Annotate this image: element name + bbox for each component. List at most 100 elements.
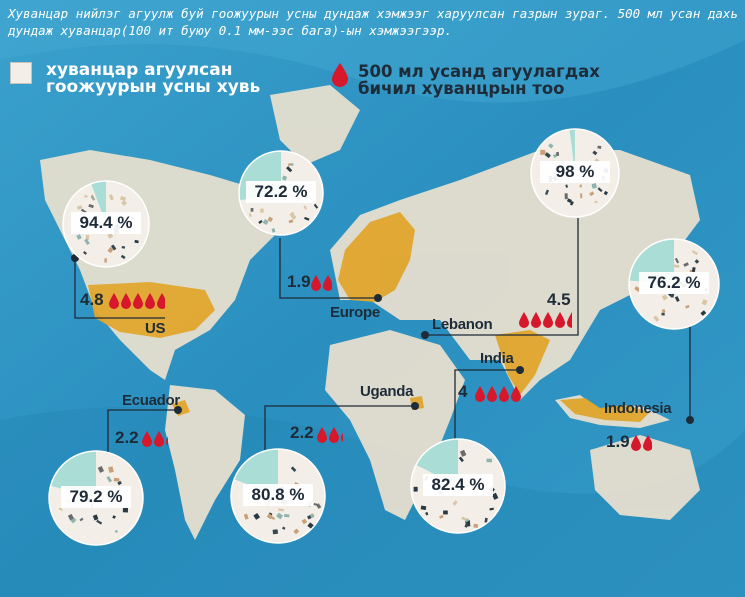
microplastic-count-value: 4.5 <box>547 290 571 309</box>
microplastic-count-value: 2.2 <box>290 423 314 442</box>
microplastic-drops <box>519 312 572 328</box>
plastic-speck <box>281 175 288 181</box>
plastic-speck <box>564 193 568 200</box>
plastic-speck <box>661 312 665 316</box>
plastic-speck <box>290 213 297 220</box>
plastic-speck <box>106 476 113 483</box>
plastic-speck <box>79 517 84 522</box>
microplastic-count-value: 1.9 <box>287 272 311 291</box>
pie-outline <box>48 450 144 546</box>
plastic-speck <box>107 232 114 239</box>
drop-icon <box>166 436 168 446</box>
plastic-speck <box>88 203 94 209</box>
drop-icon <box>511 386 521 402</box>
plastic-share-value: 80.8 % <box>243 484 313 506</box>
drop-icon <box>519 312 529 328</box>
plastic-speck <box>290 466 297 472</box>
plastic-share-legend-label: хуванцар агуулсан гоожуурын усны хувь <box>46 60 261 97</box>
plastic-speck <box>267 216 274 223</box>
plastic-speck <box>112 515 116 519</box>
plastic-speck <box>97 466 105 473</box>
map-subtitle: Хуванцар нийлэг агуулж буй гоожуурын усн… <box>8 6 738 38</box>
country-label: Ecuador <box>122 392 180 409</box>
plastic-speck <box>303 205 308 210</box>
plastic-share-value: 76.2 % <box>639 272 709 294</box>
plastic-speck <box>691 250 699 255</box>
plastic-speck <box>685 304 690 309</box>
plastic-speck <box>107 246 114 254</box>
plastic-speck <box>313 503 318 506</box>
plastic-speck <box>313 203 319 209</box>
pie-outline <box>628 238 720 330</box>
drop-icon <box>543 312 553 328</box>
plastic-share-value: 82.4 % <box>423 474 493 496</box>
drop-icon <box>121 293 131 309</box>
drop-icon <box>154 431 164 447</box>
pie-outline <box>410 438 506 534</box>
plastic-speck <box>108 466 114 473</box>
plastic-speck <box>286 166 293 173</box>
plastic-speck <box>661 309 666 313</box>
highlight-india <box>495 330 550 395</box>
plastic-speck <box>76 205 83 210</box>
plastic-speck <box>701 299 708 306</box>
plastic-speck <box>83 194 88 199</box>
drop-icon <box>475 386 485 402</box>
plastic-speck <box>262 219 269 226</box>
plastic-speck <box>569 201 574 206</box>
highlight-indonesia <box>560 398 650 422</box>
plastic-speck <box>579 184 583 188</box>
plastic-speck <box>304 216 310 221</box>
plastic-speck <box>540 149 545 155</box>
plastic-speck <box>674 296 680 302</box>
plastic-speck <box>443 510 448 515</box>
plastic-speck <box>58 507 63 511</box>
plastic-speck <box>70 517 77 524</box>
plastic-speck <box>486 458 493 463</box>
plastic-speck <box>134 239 139 244</box>
microplastic-drops <box>311 275 332 291</box>
microplastic-drops <box>475 386 521 402</box>
drop-icon <box>643 435 652 451</box>
plastic-speck <box>258 219 263 225</box>
plastic-speck <box>67 513 74 521</box>
plastic-speck <box>293 528 300 535</box>
drop-icon <box>329 427 339 443</box>
plastic-speck <box>413 486 418 492</box>
country-label: Lebanon <box>432 316 493 333</box>
drop-icon <box>323 275 332 291</box>
microplastic-count-value: 4.8 <box>80 290 104 309</box>
plastic-speck <box>90 195 95 201</box>
plastic-speck <box>674 257 680 264</box>
water-texture <box>0 0 745 103</box>
plastic-speck <box>282 526 286 530</box>
plastic-speck <box>556 151 560 156</box>
drop-icon <box>555 312 565 328</box>
plastic-speck <box>250 207 254 212</box>
plastic-speck <box>121 245 126 249</box>
plastic-speck <box>439 514 444 519</box>
plastic-speck <box>113 477 120 482</box>
plastic-speck <box>661 294 668 301</box>
country-label: US <box>145 320 166 337</box>
plastic-speck <box>700 310 707 316</box>
plastic-speck <box>114 529 118 533</box>
microplastic-drops <box>142 431 168 447</box>
plastic-speck <box>484 517 488 523</box>
plastic-speck <box>121 200 127 206</box>
plastic-share-value: 98 % <box>540 161 610 183</box>
drop-icon <box>157 293 165 309</box>
plastic-share-value: 94.4 % <box>71 212 141 234</box>
microplastic-drops <box>109 293 165 309</box>
plastic-speck <box>465 518 470 523</box>
plastic-speck <box>566 198 572 203</box>
plastic-speck <box>548 143 554 149</box>
plastic-speck <box>290 163 294 166</box>
plastic-speck <box>117 480 122 486</box>
plastic-speck <box>461 516 468 522</box>
plastic-speck <box>597 187 603 193</box>
plastic-speck <box>580 193 583 199</box>
plastic-speck <box>272 529 279 535</box>
plastic-speck <box>276 512 284 520</box>
